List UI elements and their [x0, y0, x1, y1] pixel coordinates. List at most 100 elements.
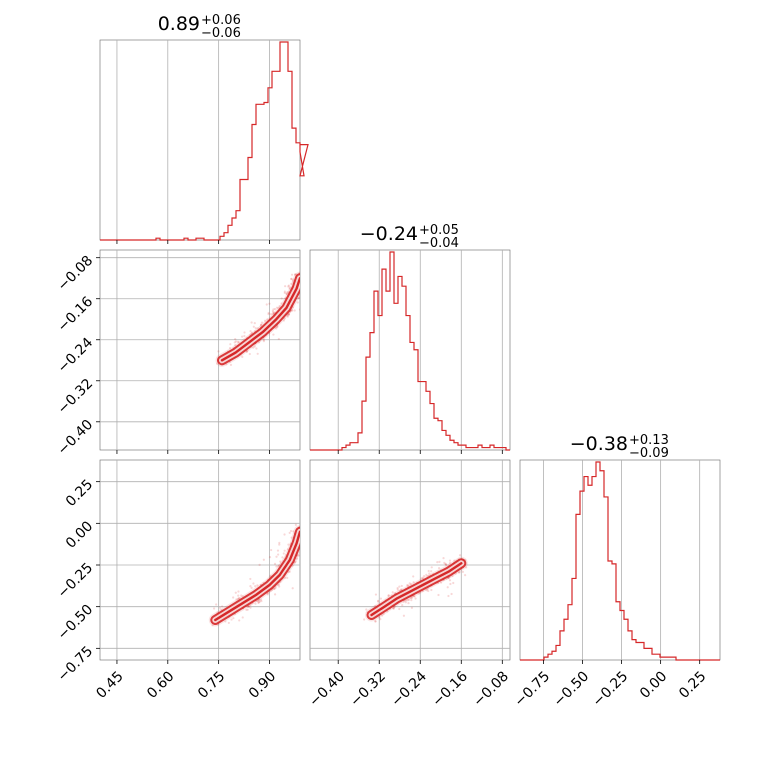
- p3-vs-p1-point: [295, 557, 299, 560]
- p3-vs-p1-point: [301, 530, 303, 532]
- p3-vs-p1-point: [297, 554, 300, 557]
- p2-vs-p1-point: [301, 281, 303, 283]
- p3-vs-p1-ytick-label-2: −0.25: [55, 560, 97, 602]
- p3-vs-p2-point: [406, 599, 409, 602]
- p3-vs-p2-point: [450, 592, 453, 596]
- p2-vs-p1-frame: [99, 249, 301, 451]
- p2-vs-p1-point: [303, 280, 305, 282]
- p2-vs-p1-point: [252, 346, 255, 349]
- p2-vs-p1-point: [293, 309, 296, 312]
- p3-vs-p2-point: [446, 586, 449, 589]
- p3-vs-p1-point: [232, 617, 235, 620]
- p3-vs-p1-point: [302, 535, 304, 537]
- p3-vs-p1-point: [254, 585, 257, 588]
- p3-vs-p1-point: [300, 543, 302, 545]
- p2-vs-p1-point: [292, 278, 295, 281]
- p3-vs-p1-point: [301, 533, 303, 535]
- p3-vs-p2-point: [451, 574, 454, 578]
- p2-vs-p1-point: [234, 344, 237, 347]
- p2-vs-p1-point: [272, 333, 275, 336]
- p3-vs-p1-ytick-label-3: −0.50: [55, 602, 97, 644]
- p3-vs-p2-point: [438, 560, 441, 563]
- p2-vs-p1-point: [301, 278, 303, 280]
- p3-vs-p1-point: [278, 541, 281, 544]
- p3-vs-p1-point: [302, 545, 304, 547]
- title-1-plus: +0.06: [201, 13, 241, 28]
- p3-vs-p1-point: [236, 597, 240, 601]
- p2-vs-p1-point: [300, 286, 302, 288]
- p3-vs-p1-point: [302, 537, 304, 539]
- title-3-median: −0.38: [570, 433, 628, 455]
- p3-vs-p1-frame: [99, 459, 301, 661]
- p3-vs-p1-point: [215, 603, 218, 606]
- p2-vs-p1-point: [280, 302, 283, 305]
- p3-vs-p1-point: [301, 533, 303, 535]
- p2-vs-p1-point: [302, 279, 304, 281]
- p3-vs-p2-point: [377, 600, 380, 603]
- p3-vs-p1-point: [256, 584, 259, 587]
- p3-vs-p2-point: [410, 597, 413, 600]
- p3-vs-p1-point: [257, 601, 260, 604]
- p3-vs-p1-point: [302, 539, 304, 541]
- p3-vs-p1-point: [269, 574, 272, 577]
- p3-vs-p2-point: [379, 618, 382, 621]
- p3-vs-p1-point: [241, 616, 244, 619]
- p3-vs-p1-point: [254, 602, 257, 605]
- p2-vs-p1-point: [301, 279, 303, 281]
- marginal-3-xtick-label-2: −0.25: [590, 668, 632, 710]
- p3-vs-p1-point: [247, 605, 251, 608]
- p2-vs-p1-plot-area: [215, 271, 307, 367]
- p2-vs-p1-point: [302, 284, 304, 286]
- p3-vs-p2-point: [379, 597, 383, 600]
- p3-vs-p2-point: [374, 593, 378, 596]
- p3-vs-p2-xtick-label-4: −0.08: [470, 668, 512, 710]
- p2-vs-p1-point: [275, 327, 278, 330]
- p3-vs-p2-point: [406, 584, 410, 587]
- p2-vs-p1-point: [287, 285, 290, 288]
- p3-vs-p1-point: [247, 605, 250, 608]
- p2-vs-p1-point: [283, 291, 286, 294]
- p3-vs-p2-point: [421, 576, 424, 579]
- p3-vs-p1-point: [237, 597, 240, 600]
- p3-vs-p1-point: [308, 537, 310, 539]
- p2-vs-p1-point: [265, 303, 268, 306]
- title-1-minus: −0.06: [201, 26, 241, 41]
- p3-vs-p1-point: [232, 596, 235, 599]
- p2-vs-p1-point: [280, 297, 283, 300]
- p3-vs-p1-point: [273, 562, 277, 565]
- p3-vs-p2-frame: [309, 459, 511, 661]
- p2-vs-p1-point: [250, 321, 253, 324]
- p3-vs-p1-point: [259, 598, 263, 601]
- marginal-2-histogram: [310, 251, 510, 451]
- p3-vs-p1-point: [299, 554, 300, 556]
- p3-vs-p1-point: [276, 549, 280, 552]
- p2-vs-p1-point: [245, 350, 248, 354]
- p3-vs-p1-point: [302, 534, 304, 536]
- p2-vs-p1-point: [276, 325, 279, 328]
- p2-vs-p1-point: [234, 338, 237, 341]
- p3-vs-p2-point: [458, 554, 462, 557]
- p3-vs-p2-point: [457, 571, 460, 574]
- p2-vs-p1-point: [253, 345, 256, 348]
- p3-vs-p1-point: [250, 586, 253, 589]
- p3-vs-p1-point: [234, 591, 237, 594]
- p3-vs-p1-point: [302, 543, 304, 545]
- p3-vs-p1-contour-inner: [214, 530, 300, 622]
- p2-vs-p1-point: [290, 277, 293, 280]
- p3-vs-p1-point: [262, 558, 265, 561]
- p2-vs-p1-point: [252, 325, 255, 328]
- p3-vs-p2-xtick-label-2: −0.24: [388, 668, 430, 710]
- p2-vs-p1-point: [260, 323, 263, 326]
- p2-vs-p1-point: [259, 323, 263, 326]
- p2-vs-p1-point: [305, 279, 307, 281]
- p3-vs-p1-point: [235, 598, 238, 601]
- p3-vs-p1-point: [237, 590, 240, 593]
- p3-vs-p2-point: [412, 581, 415, 584]
- p3-vs-p1-xtick-label-1: 0.60: [144, 668, 177, 701]
- p3-vs-p2-point: [406, 584, 409, 587]
- p3-vs-p1-point: [301, 533, 303, 535]
- p2-vs-p1-point: [271, 309, 274, 312]
- p2-vs-p1-point: [236, 340, 240, 343]
